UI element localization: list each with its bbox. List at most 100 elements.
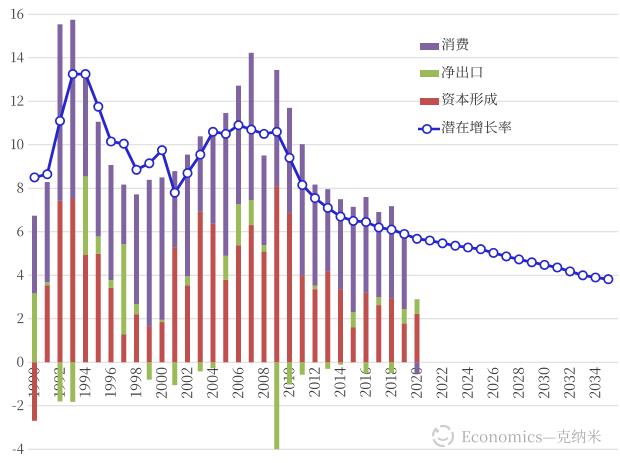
line-marker-1994 [80,69,91,80]
line-marker-2027 [501,251,512,262]
bar-资本形成-1997 [121,334,127,363]
bar-资本形成-2009 [274,186,280,363]
bar-消费-2006 [236,85,241,205]
bar-净出口-2006 [236,204,241,246]
y-tick-label--4 [12,443,24,454]
line-marker-2033 [577,270,588,281]
bars-group [32,19,420,450]
bar-资本形成-2007 [248,225,254,363]
bar-净出口-2012 [312,285,318,290]
bar-资本形成-2020 [414,313,420,363]
x-tick-label-2020 [411,367,422,398]
bar-消费-2015 [350,206,356,313]
bar-净出口-2003 [197,362,203,372]
watermark-text-glyphs [461,429,602,444]
bar-消费-2020 [414,362,420,374]
bar-消费-1992 [57,24,63,201]
line-marker-2006 [233,120,244,131]
bar-资本形成-2014 [338,289,343,363]
bar-净出口-2017 [376,297,382,306]
line-marker-2019 [399,228,410,240]
line-marker-2001 [169,187,180,198]
line-marker-2016 [360,216,372,228]
line-marker-1990 [29,172,40,183]
bar-资本形成-2005 [223,279,229,363]
x-tick-label-2026 [487,367,499,398]
bar-资本形成-2018 [389,298,394,363]
bar-资本形成-2002 [185,285,190,363]
bar-消费-1991 [44,181,50,283]
line-marker-2005 [220,128,231,139]
x-tick-label-2022 [436,367,448,398]
bar-消费-1995 [95,121,101,237]
bar-消费-2019 [401,237,407,310]
y-tick-label-4 [17,269,24,280]
bar-净出口-1991 [44,282,50,286]
x-tick-label-2002 [181,367,193,398]
bar-净出口-2019 [401,309,407,324]
line-marker-2004 [207,126,219,137]
bar-资本形成-2011 [299,275,305,363]
x-tick-label-1996 [105,367,116,397]
line-marker-1993 [67,69,78,80]
bar-消费-1999 [146,179,152,327]
bar-消费-1997 [121,184,127,245]
line-marker-2007 [246,124,257,135]
line-marker-2034 [590,272,601,283]
bar-消费-2008 [261,155,267,246]
x-tick-label-1998 [130,367,142,397]
line-marker-2023 [450,240,461,251]
bar-消费-1993 [70,19,76,199]
line-marker-2018 [386,224,397,235]
bar-消费-2014 [338,199,343,290]
line-marker-1999 [144,158,155,169]
line-marker-2003 [195,149,206,160]
legend-label-consumption [441,38,469,51]
bar-净出口-1996 [108,280,114,288]
x-tick-label-2030 [538,367,550,398]
bar-消费-1998 [134,194,139,305]
x-tick-label-2024 [462,367,473,398]
y-tick-label-14 [11,52,24,63]
bar-资本形成-1990 [32,362,37,421]
bar-消费-2003 [197,136,203,212]
line-marker-2030 [539,259,550,270]
bar-资本形成-2019 [401,323,407,363]
y-tick-label-12 [11,95,24,106]
bar-净出口-2016 [363,362,369,374]
bar-消费-2004 [210,130,216,224]
line-marker-2011 [297,179,308,191]
legend-swatch-capital-formation [420,97,439,105]
line-marker-1991 [42,169,53,180]
x-tick-label-2004 [207,367,218,398]
line-marker-1997 [118,138,129,149]
bar-资本形成-2006 [236,245,241,363]
line-marker-2015 [348,215,359,226]
legend-label-capital-formation [441,93,497,106]
line-marker-2021 [424,235,435,246]
x-tick-label-2034 [589,367,601,398]
legend-item-net-exports [420,65,483,83]
bar-净出口-2018 [389,362,394,373]
line-marker-1996 [105,136,117,147]
bar-净出口-2015 [350,312,356,328]
bar-资本形成-2003 [197,211,203,363]
line-marker-2014 [335,211,346,222]
line-marker-2010 [284,152,295,163]
line-marker-2008 [258,128,270,139]
legend-item-consumption [420,37,469,55]
line-marker-1998 [131,164,142,175]
y-tick-label-6 [17,226,24,237]
bar-消费-2013 [325,189,331,272]
line-marker-2002 [182,168,193,179]
line-marker-2022 [437,238,448,249]
line-marker-2028 [513,254,525,265]
bar-消费-2016 [363,197,369,293]
line-marker-2020 [411,233,423,244]
bar-消费-1990 [32,215,37,294]
bar-净出口-1990 [32,293,37,363]
bar-资本形成-1994 [83,254,88,363]
bar-消费-1994 [83,78,88,177]
bar-消费-2001 [172,171,178,248]
x-tick-label-2006 [232,367,244,398]
